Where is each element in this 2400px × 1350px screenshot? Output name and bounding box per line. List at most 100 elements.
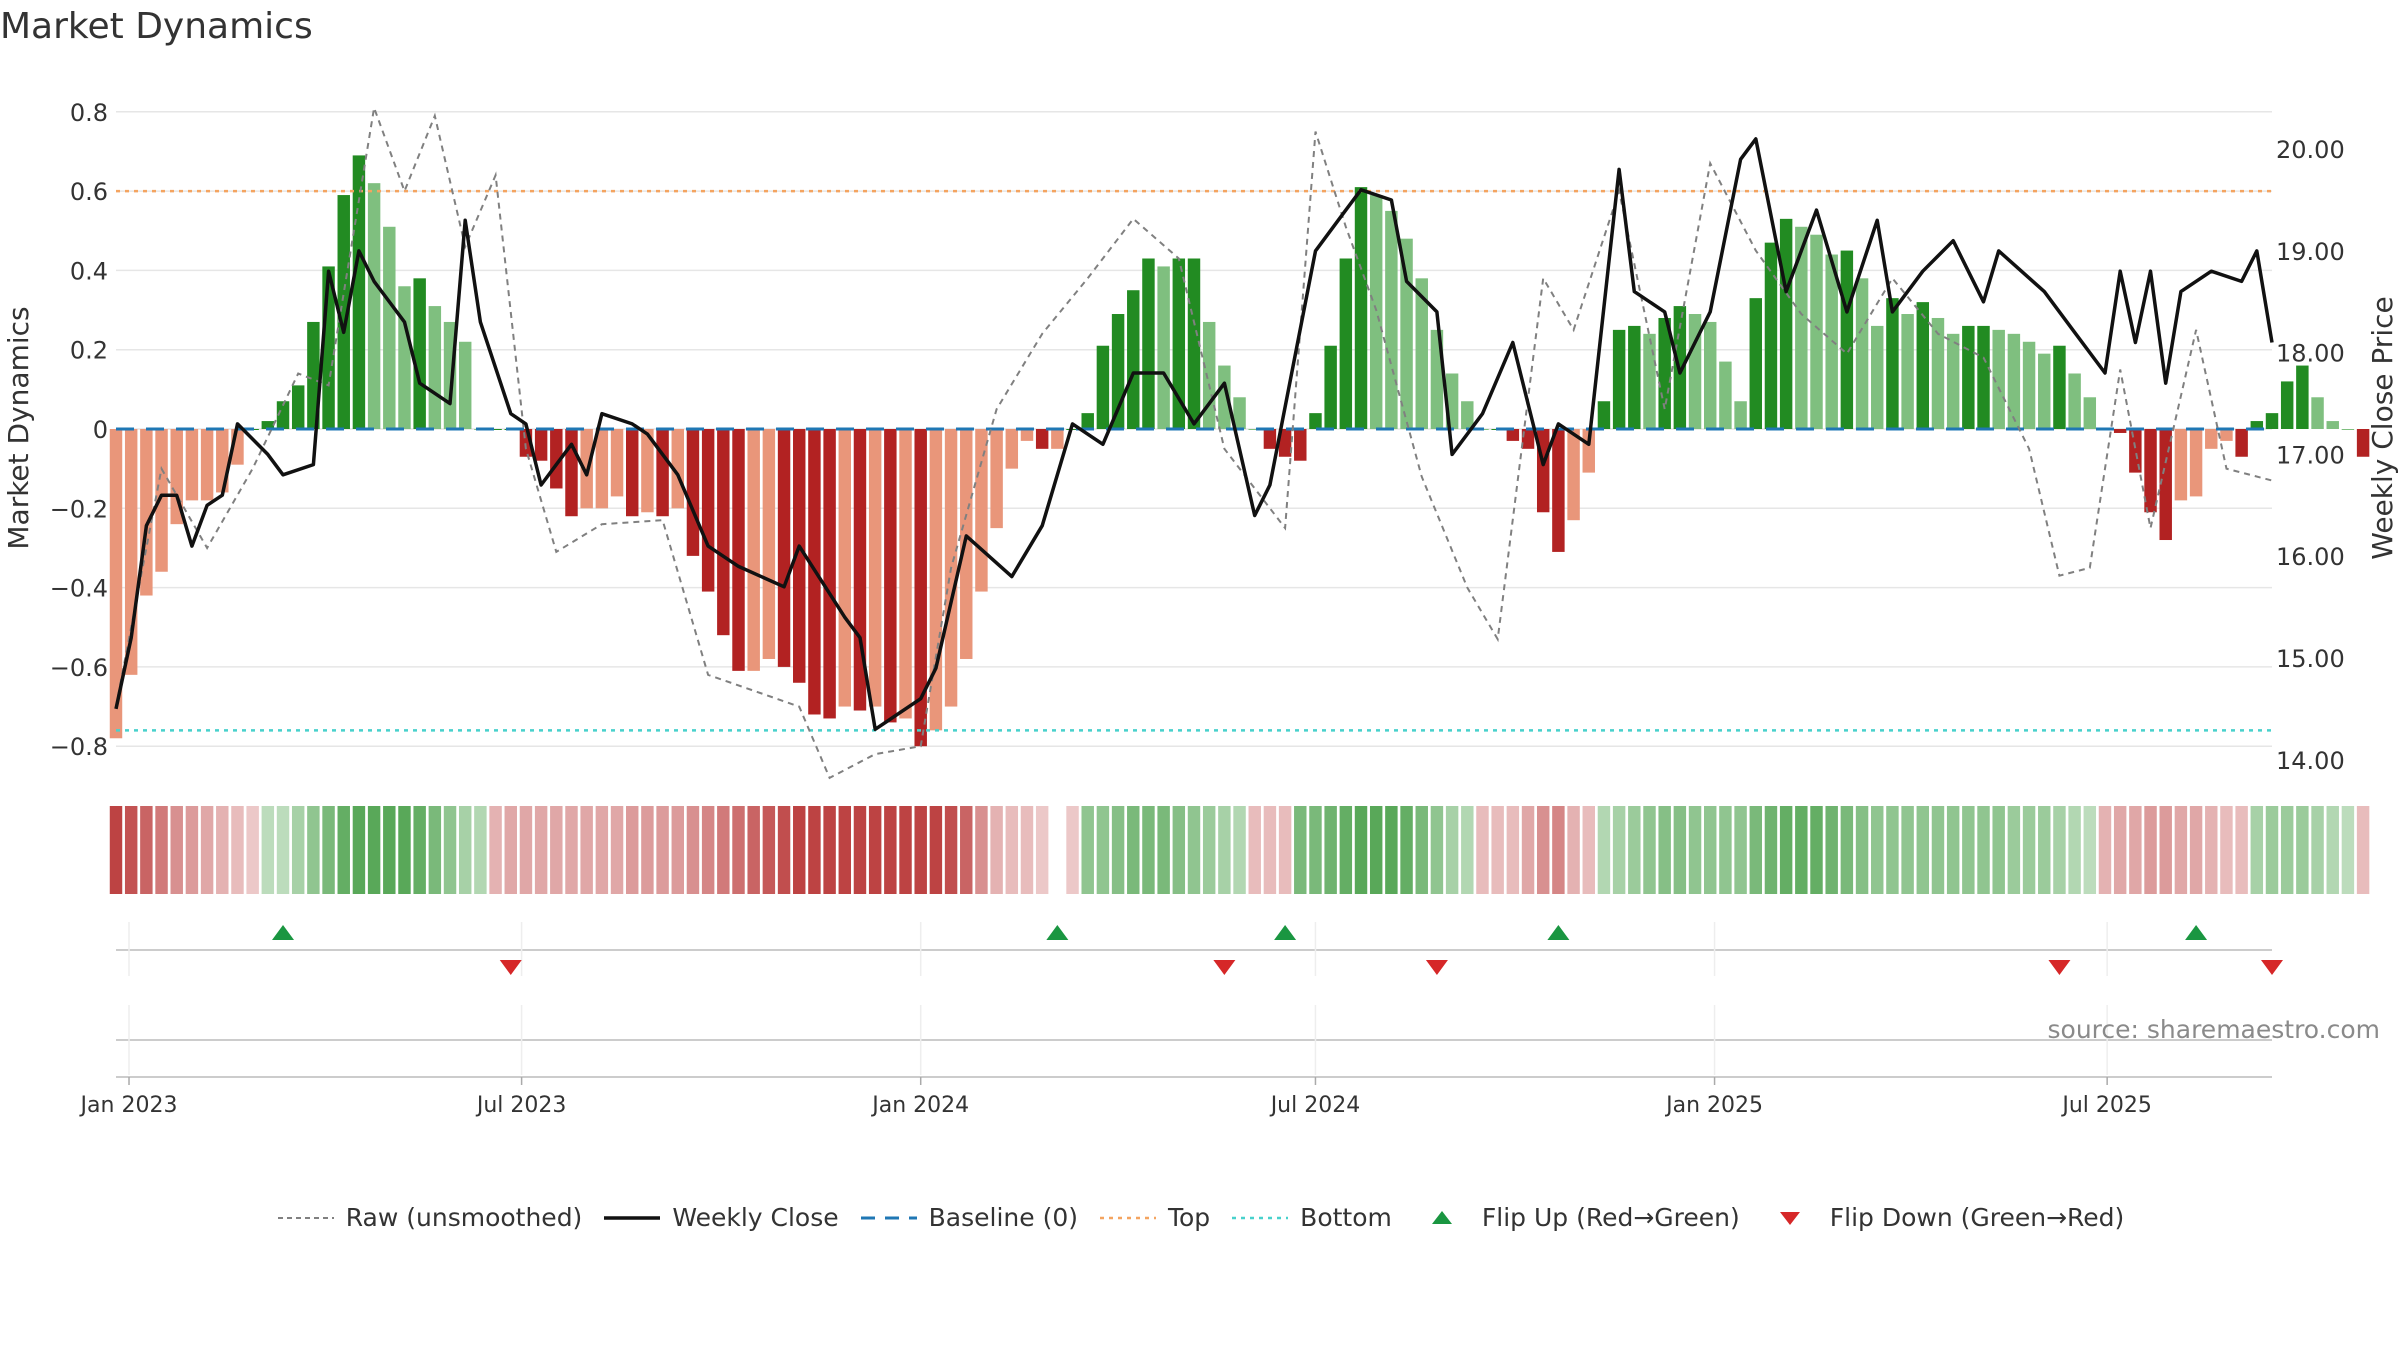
- regime-cell: [914, 806, 927, 894]
- bar: [1931, 317, 1945, 429]
- flip-up-marker: [1046, 925, 1069, 940]
- legend-label: Raw (unsmoothed): [345, 1203, 583, 1232]
- regime-cell: [762, 806, 776, 894]
- regime-cell: [1248, 806, 1261, 894]
- bar: [383, 226, 396, 429]
- regime-cell: [519, 806, 533, 894]
- bar: [1658, 317, 1671, 429]
- bar: [1810, 234, 1823, 429]
- flip-down-marker: [1425, 960, 1448, 975]
- bar: [2144, 429, 2157, 513]
- regime-cell: [1491, 806, 1504, 894]
- bar: [1506, 429, 1520, 441]
- x-tick-label: Jul 2025: [2060, 1093, 2152, 1118]
- regime-cell: [170, 806, 183, 894]
- chart-title: Market Dynamics: [0, 6, 313, 47]
- regime-cell: [1339, 806, 1353, 894]
- bar: [1719, 361, 1732, 429]
- regime-cell: [1931, 806, 1945, 894]
- bar: [2356, 429, 2370, 457]
- regime-cell: [1309, 806, 1322, 894]
- regime-cell: [2159, 806, 2172, 894]
- flip-up-marker: [272, 925, 295, 940]
- y-left-tick-label: 0.4: [70, 257, 108, 285]
- regime-cell: [899, 806, 912, 894]
- bar: [1749, 298, 1762, 429]
- bar: [838, 429, 852, 707]
- regime-cell: [1855, 806, 1869, 894]
- bar: [2235, 429, 2248, 457]
- bar: [1142, 258, 1155, 429]
- bar: [534, 429, 548, 461]
- regime-cell: [1567, 806, 1580, 894]
- regime-cell: [1081, 806, 1094, 894]
- bar: [2250, 421, 2264, 429]
- y-right-tick-label: 15.00: [2276, 645, 2345, 673]
- bar: [853, 429, 867, 711]
- bar: [565, 429, 578, 517]
- regime-cell: [1020, 806, 1034, 894]
- bar: [1779, 218, 1793, 429]
- regime-cell: [307, 806, 320, 894]
- flip-down-marker: [1213, 960, 1236, 975]
- bar: [1977, 325, 1990, 429]
- regime-cell: [1278, 806, 1292, 894]
- bar: [1704, 321, 1717, 429]
- bar: [990, 429, 1003, 529]
- bar: [1764, 242, 1778, 429]
- bar: [109, 429, 123, 739]
- regime-cell: [1810, 806, 1823, 894]
- bar: [610, 429, 624, 497]
- legend-item: Flip Down (Green→Red): [1760, 1203, 2124, 1232]
- legend-item: Flip Up (Red→Green): [1412, 1203, 1740, 1232]
- bar: [701, 429, 715, 592]
- legend-label: Baseline (0): [928, 1203, 1078, 1232]
- regime-cell: [1218, 806, 1231, 894]
- x-tick-label: Jul 2024: [1269, 1093, 1361, 1118]
- bar: [2038, 353, 2051, 429]
- bar: [200, 429, 214, 501]
- y-left-tick-label: 0: [93, 416, 108, 444]
- bar: [367, 183, 381, 429]
- bar: [2113, 429, 2127, 433]
- regime-cell: [1734, 806, 1747, 894]
- regime-cell: [2083, 806, 2097, 894]
- regime-cell: [1536, 806, 1550, 894]
- regime-cell: [458, 806, 472, 894]
- regime-cell: [1673, 806, 1687, 894]
- y-axis-label-right: Weekly Close Price: [2366, 296, 2399, 559]
- bar: [2007, 333, 2021, 429]
- regime-cell: [1643, 806, 1656, 894]
- regime-cell: [1127, 806, 1140, 894]
- bar: [1339, 258, 1353, 429]
- regime-cell: [1445, 806, 1459, 894]
- y-right-tick-label: 19.00: [2276, 238, 2345, 266]
- regime-cell: [1187, 806, 1201, 894]
- y-axis-label-left: Market Dynamics: [2, 306, 35, 549]
- regime-cell: [2296, 806, 2309, 894]
- x-tick-label: Jul 2023: [475, 1093, 567, 1118]
- bar: [1521, 429, 1535, 449]
- bar: [2053, 345, 2066, 429]
- bar: [2311, 397, 2324, 429]
- bar: [1385, 210, 1398, 429]
- regime-cell: [671, 806, 684, 894]
- bar: [1871, 325, 1884, 429]
- bar: [899, 429, 912, 719]
- bar: [1081, 413, 1094, 429]
- y-right-tick-label: 20.00: [2276, 136, 2345, 164]
- bar: [1962, 325, 1975, 429]
- regime-cell: [1324, 806, 1337, 894]
- y-left-tick-label: 0.6: [70, 178, 108, 206]
- regime-cell: [1977, 806, 1990, 894]
- regime-cell: [2220, 806, 2233, 894]
- regime-cell: [474, 806, 487, 894]
- bar: [1248, 429, 1261, 430]
- bar: [1946, 333, 1960, 429]
- bar: [398, 286, 411, 429]
- bar: [1324, 345, 1337, 429]
- regime-cell: [641, 806, 654, 894]
- regime-cell: [1916, 806, 1930, 894]
